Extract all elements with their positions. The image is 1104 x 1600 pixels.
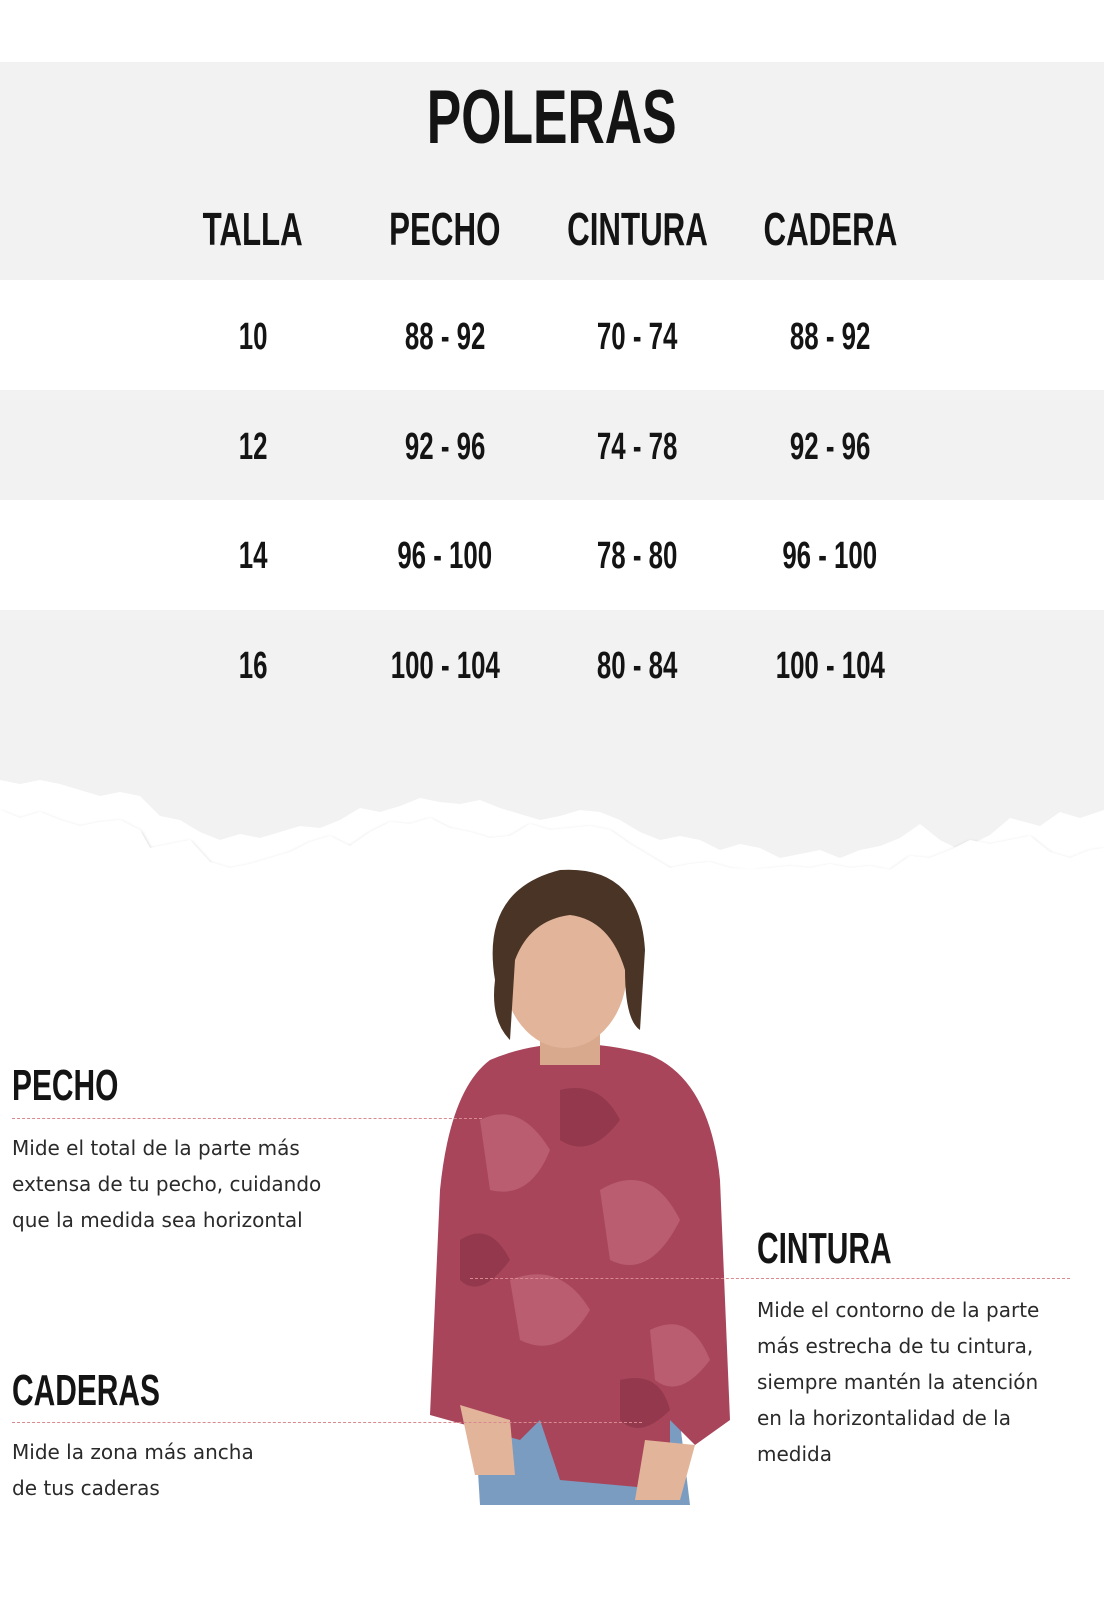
- cell-cintura: 74 - 78: [596, 426, 678, 468]
- model-photo: [430, 869, 730, 1505]
- row-band-16: [0, 610, 1104, 750]
- header-cintura: CINTURA: [566, 203, 708, 255]
- cintura-label: CINTURA: [757, 1224, 892, 1273]
- cell-pecho: 92 - 96: [404, 426, 486, 468]
- cell-cintura: 70 - 74: [596, 316, 678, 358]
- cell-cadera: 88 - 92: [789, 316, 871, 358]
- cell-talla: 14: [238, 535, 268, 577]
- torn-paper-edge: [0, 740, 1104, 870]
- cell-pecho: 100 - 104: [390, 645, 500, 687]
- cintura-guide-line: [470, 1278, 1070, 1279]
- page-title: POLERAS: [427, 75, 677, 160]
- caderas-guide-line: [12, 1422, 642, 1423]
- cell-cadera: 92 - 96: [789, 426, 871, 468]
- cell-cadera: 96 - 100: [782, 535, 878, 577]
- pecho-guide-line: [12, 1118, 482, 1119]
- cell-talla: 10: [238, 316, 268, 358]
- header-band: [0, 62, 1104, 280]
- cell-pecho: 88 - 92: [404, 316, 486, 358]
- header-pecho: PECHO: [389, 203, 501, 255]
- header-cadera: CADERA: [763, 203, 897, 255]
- cell-talla: 12: [238, 426, 268, 468]
- header-talla: TALLA: [202, 203, 304, 255]
- pecho-description: Mide el total de la parte más extensa de…: [12, 1136, 322, 1232]
- cintura-description: Mide el contorno de la parte más estrech…: [757, 1298, 1040, 1466]
- cell-talla: 16: [238, 645, 268, 687]
- cell-pecho: 96 - 100: [397, 535, 493, 577]
- cell-cintura: 80 - 84: [596, 645, 678, 687]
- row-band-12: [0, 390, 1104, 500]
- cell-cintura: 78 - 80: [596, 535, 678, 577]
- cell-cadera: 100 - 104: [775, 645, 885, 687]
- caderas-description: Mide la zona más ancha de tus caderas: [12, 1440, 254, 1500]
- caderas-label: CADERAS: [12, 1366, 160, 1415]
- pecho-label: PECHO: [12, 1061, 119, 1110]
